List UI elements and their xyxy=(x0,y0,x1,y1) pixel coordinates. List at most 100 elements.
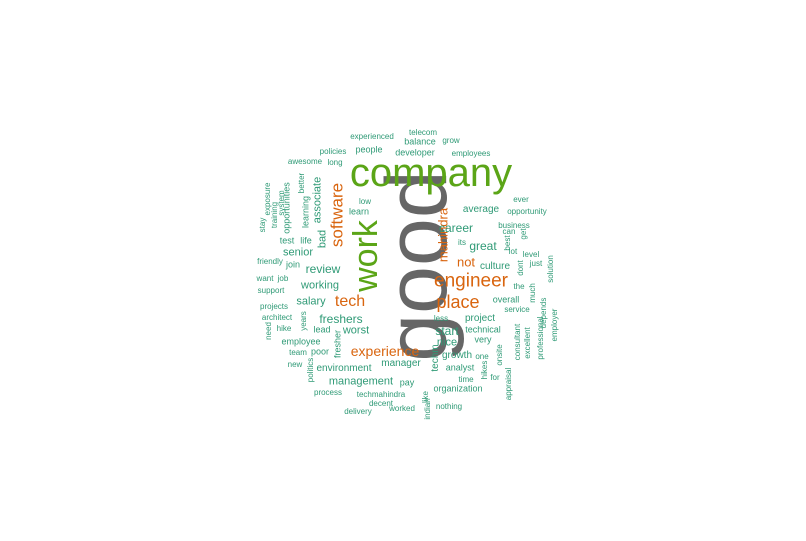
word-balance: balance xyxy=(404,136,436,147)
word-test: test xyxy=(279,235,295,246)
word-telecom: telecom xyxy=(408,128,438,137)
word-developer: developer xyxy=(395,147,435,158)
word-pay: pay xyxy=(399,377,415,388)
word-just: just xyxy=(529,259,543,268)
word-great: great xyxy=(469,239,497,253)
word-service: service xyxy=(504,305,530,314)
word-long: long xyxy=(327,158,343,167)
word-career: career xyxy=(438,221,474,235)
word-worst: worst xyxy=(342,324,370,337)
word-much: much xyxy=(528,283,537,303)
word-average: average xyxy=(462,204,500,215)
word-policies: policies xyxy=(319,147,347,156)
word-one: one xyxy=(475,352,489,361)
word-depends: depends xyxy=(539,297,548,329)
word-experienced: experienced xyxy=(350,132,394,141)
word-freshers: freshers xyxy=(319,312,363,326)
word-delivery: delivery xyxy=(344,407,372,416)
word-level: level xyxy=(522,250,540,259)
word-want: want xyxy=(256,274,274,283)
word-experience: experience xyxy=(350,343,420,359)
word-learning: learning xyxy=(300,195,311,229)
word-very: very xyxy=(474,334,492,345)
word-job: job xyxy=(277,274,289,283)
word-techm: techm xyxy=(430,344,441,372)
word-time: time xyxy=(458,375,474,384)
word-technical: technical xyxy=(465,324,501,335)
word-analyst: analyst xyxy=(445,362,475,373)
word-for: for xyxy=(490,373,500,382)
word-nice: nice xyxy=(436,336,458,349)
word-employee: employee xyxy=(281,336,321,347)
word-dont: dont xyxy=(516,260,525,276)
word-company: company xyxy=(349,151,513,195)
word-years: years xyxy=(299,311,308,331)
word-worked: worked xyxy=(389,404,415,413)
word-friendly: friendly xyxy=(257,257,283,266)
word-not: not xyxy=(456,254,476,270)
word-its: its xyxy=(458,238,466,247)
word-decent: decent xyxy=(368,399,394,408)
word-less: less xyxy=(433,314,449,323)
word-nothing: nothing xyxy=(435,402,463,411)
word-the: the xyxy=(513,282,525,291)
word-work: work xyxy=(347,220,385,292)
word-techmahindra: techmahindra xyxy=(356,390,406,399)
word-appraisal: appraisal xyxy=(504,367,513,401)
word-consultant: consultant xyxy=(513,323,522,361)
word-mahindra: mahindra xyxy=(435,207,451,263)
word-support: support xyxy=(257,286,285,295)
word-associate: associate xyxy=(311,176,324,224)
word-employer: employer xyxy=(550,308,559,342)
word-manager: manager xyxy=(381,358,421,369)
word-new: new xyxy=(287,360,303,369)
word-bad: bad xyxy=(316,229,329,249)
word-awesome: awesome xyxy=(287,157,323,166)
word-growth: growth xyxy=(441,350,473,361)
word-overall: overall xyxy=(492,294,520,305)
word-grow: grow xyxy=(442,136,460,145)
word-onsite: onsite xyxy=(495,344,504,366)
word-architect: architect xyxy=(261,313,293,322)
word-politics: politics xyxy=(306,357,315,383)
word-ever: ever xyxy=(513,195,529,204)
word-start: start xyxy=(435,324,459,338)
word-business: business xyxy=(498,221,530,230)
word-join: join xyxy=(285,259,301,270)
word-hikes: hikes xyxy=(480,360,489,380)
word-can: can xyxy=(502,227,516,236)
word-culture: culture xyxy=(479,261,511,272)
word-engineer: engineer xyxy=(434,270,508,292)
word-lot: lot xyxy=(508,247,518,256)
word-people: people xyxy=(355,144,383,155)
word-life: life xyxy=(300,235,312,246)
word-poor: poor xyxy=(310,346,330,357)
word-stay: stay xyxy=(258,217,267,233)
word-tech: tech xyxy=(334,293,366,310)
word-senior: senior xyxy=(283,246,313,259)
word-like: like xyxy=(421,390,430,404)
word-low: low xyxy=(358,197,372,206)
word-excellent: excellent xyxy=(523,327,532,359)
word-working: working xyxy=(301,279,339,292)
word-place: place xyxy=(436,292,480,312)
word-software: software xyxy=(327,182,347,248)
word-learn: learn xyxy=(348,206,370,217)
word-project: project xyxy=(464,313,496,324)
word-organization: organization xyxy=(433,383,483,394)
word-solution: solution xyxy=(546,255,555,283)
word-fresher: fresher xyxy=(332,329,343,359)
word-system: system xyxy=(277,190,286,216)
word-opportunity: opportunity xyxy=(507,207,547,216)
word-team: team xyxy=(289,348,307,357)
word-training: training xyxy=(270,201,279,229)
word-process: process xyxy=(313,388,343,397)
word-review: review xyxy=(305,262,341,276)
word-need: need xyxy=(264,322,273,340)
word-lead: lead xyxy=(313,324,331,335)
word-salary: salary xyxy=(296,295,326,308)
word-employees: employees xyxy=(451,149,491,158)
word-management: management xyxy=(328,375,394,388)
word-better: better xyxy=(297,172,306,194)
